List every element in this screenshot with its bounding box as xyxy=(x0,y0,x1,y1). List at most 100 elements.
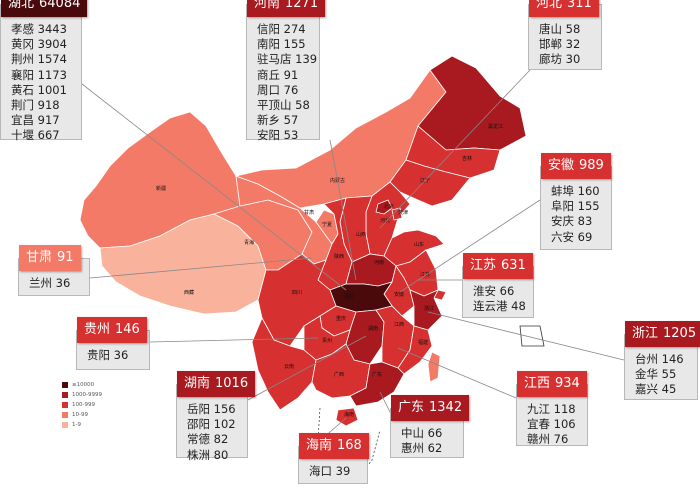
city-row: 平顶山 58 xyxy=(257,98,310,113)
province-count: 1271 xyxy=(285,0,319,11)
card-header: 海南 168 xyxy=(299,433,369,459)
city-list: 台州 146 金华 55 嘉兴 45 xyxy=(635,352,693,398)
province-label: 安徽 xyxy=(394,291,404,298)
province-label: 重庆 xyxy=(336,315,346,322)
province-label: 陕西 xyxy=(334,253,344,260)
city-list: 岳阳 156 邵阳 102 常德 82 株洲 80 xyxy=(187,402,243,463)
region-heilongjiang xyxy=(417,55,527,151)
card-header: 江西 934 xyxy=(517,371,587,397)
legend-item: ≥10000 xyxy=(62,381,182,390)
province-label: 黑龙江 xyxy=(488,123,503,130)
city-row: 株洲 80 xyxy=(187,447,229,462)
province-label: 福建 xyxy=(418,339,428,346)
region-taiwan xyxy=(427,351,441,383)
city-row: 孝感 3443 xyxy=(11,22,67,36)
card-hebei: 河北 311 唐山 58 邯郸 32 廊坊 30 xyxy=(528,0,602,70)
province-label: 江西 xyxy=(394,321,404,328)
province-name: 湖北 xyxy=(8,0,35,11)
city-list: 贵阳 36 xyxy=(87,348,145,363)
province-label: 海南 xyxy=(344,411,354,418)
leader-line xyxy=(247,335,367,401)
legend-item: 1-9 xyxy=(62,421,182,430)
leader-line xyxy=(399,199,541,293)
legend-label: 1-9 xyxy=(72,422,81,428)
city-row: 安阳 53 xyxy=(257,128,299,143)
legend-label: 10-99 xyxy=(72,412,88,418)
province-label: 甘肃 xyxy=(304,209,314,216)
city-row: 廊坊 30 xyxy=(539,52,581,67)
card-hunan: 湖南 1016 岳阳 156 邵阳 102 常德 82 株洲 80 xyxy=(176,371,256,462)
leader-line xyxy=(149,337,319,343)
province-label: 江苏 xyxy=(420,271,430,278)
coast-inset-frame xyxy=(519,325,545,347)
legend-item: 1000-9999 xyxy=(62,391,182,400)
province-label: 贵州 xyxy=(322,337,332,344)
province-label: 新疆 xyxy=(156,185,166,192)
city-row: 金华 55 xyxy=(635,367,677,382)
card-header: 湖北 64084 xyxy=(1,0,88,17)
province-label: 河北 xyxy=(380,217,390,224)
city-row: 唐山 58 xyxy=(539,22,581,36)
province-label: 广东 xyxy=(372,371,382,378)
city-row: 商丘 91 xyxy=(257,67,299,82)
city-row: 淮安 66 xyxy=(473,284,515,298)
city-row: 赣州 76 xyxy=(527,432,569,447)
card-jiangsu: 江苏 631 淮安 66 连云港 48 xyxy=(462,253,534,318)
city-list: 九江 118 宜春 106 赣州 76 xyxy=(527,402,583,448)
card-header: 浙江 1205 xyxy=(625,321,700,347)
city-list: 海口 39 xyxy=(309,464,363,479)
south-sea-outline xyxy=(317,407,381,481)
city-row: 安庆 83 xyxy=(551,214,593,229)
province-name: 河北 xyxy=(536,0,563,11)
province-count: 1342 xyxy=(429,400,463,415)
city-row: 信阳 274 xyxy=(257,22,306,36)
city-list: 兰州 36 xyxy=(29,276,85,291)
city-row: 荆门 918 xyxy=(11,98,60,113)
city-list: 信阳 274 南阳 155 驻马店 139 商丘 91 周口 76 平顶山 58… xyxy=(257,22,317,144)
city-row: 兰州 36 xyxy=(29,276,71,290)
province-name: 河南 xyxy=(254,0,281,11)
city-row: 九江 118 xyxy=(527,402,576,416)
leader-line xyxy=(379,69,531,229)
province-label: 山东 xyxy=(414,241,424,248)
region-tianjin xyxy=(391,207,403,221)
province-count: 146 xyxy=(115,322,140,337)
city-row: 常德 82 xyxy=(187,432,229,447)
province-label: 广西 xyxy=(334,371,344,378)
province-name: 湖南 xyxy=(184,376,211,391)
legend-label: ≥10000 xyxy=(72,382,95,388)
legend-swatch xyxy=(62,381,68,388)
province-label: 湖北 xyxy=(344,293,354,300)
card-header: 湖南 1016 xyxy=(177,371,256,397)
city-row: 邵阳 102 xyxy=(187,417,236,432)
city-list: 淮安 66 连云港 48 xyxy=(473,284,529,314)
legend-swatch xyxy=(62,401,68,408)
card-guangdong: 广东 1342 中山 66 惠州 62 xyxy=(390,395,470,458)
leader-line xyxy=(81,83,347,291)
region-guangdong xyxy=(349,361,405,407)
province-count: 311 xyxy=(567,0,592,11)
legend-label: 1000-9999 xyxy=(72,392,102,398)
card-header: 安徽 989 xyxy=(541,153,611,179)
province-name: 江西 xyxy=(524,376,551,391)
city-row: 中山 66 xyxy=(401,426,443,440)
card-zhejiang: 浙江 1205 台州 146 金华 55 嘉兴 45 xyxy=(624,321,700,400)
province-label: 浙江 xyxy=(424,305,434,312)
province-name: 贵州 xyxy=(84,322,111,337)
city-row: 黄冈 3904 xyxy=(11,37,67,52)
city-row: 宜昌 917 xyxy=(11,113,60,128)
province-label: 山西 xyxy=(356,231,366,238)
city-row: 六安 69 xyxy=(551,229,593,244)
province-label: 西藏 xyxy=(184,289,194,296)
province-count: 1205 xyxy=(663,326,697,341)
province-count: 168 xyxy=(337,438,362,453)
province-count: 631 xyxy=(501,258,526,273)
region-yunnan xyxy=(251,317,317,411)
province-name: 广东 xyxy=(398,400,425,415)
city-row: 宜春 106 xyxy=(527,417,576,432)
city-row: 荆州 1574 xyxy=(11,52,67,67)
city-row: 十堰 667 xyxy=(11,128,60,143)
legend-swatch xyxy=(62,421,68,428)
province-name: 海南 xyxy=(306,438,333,453)
